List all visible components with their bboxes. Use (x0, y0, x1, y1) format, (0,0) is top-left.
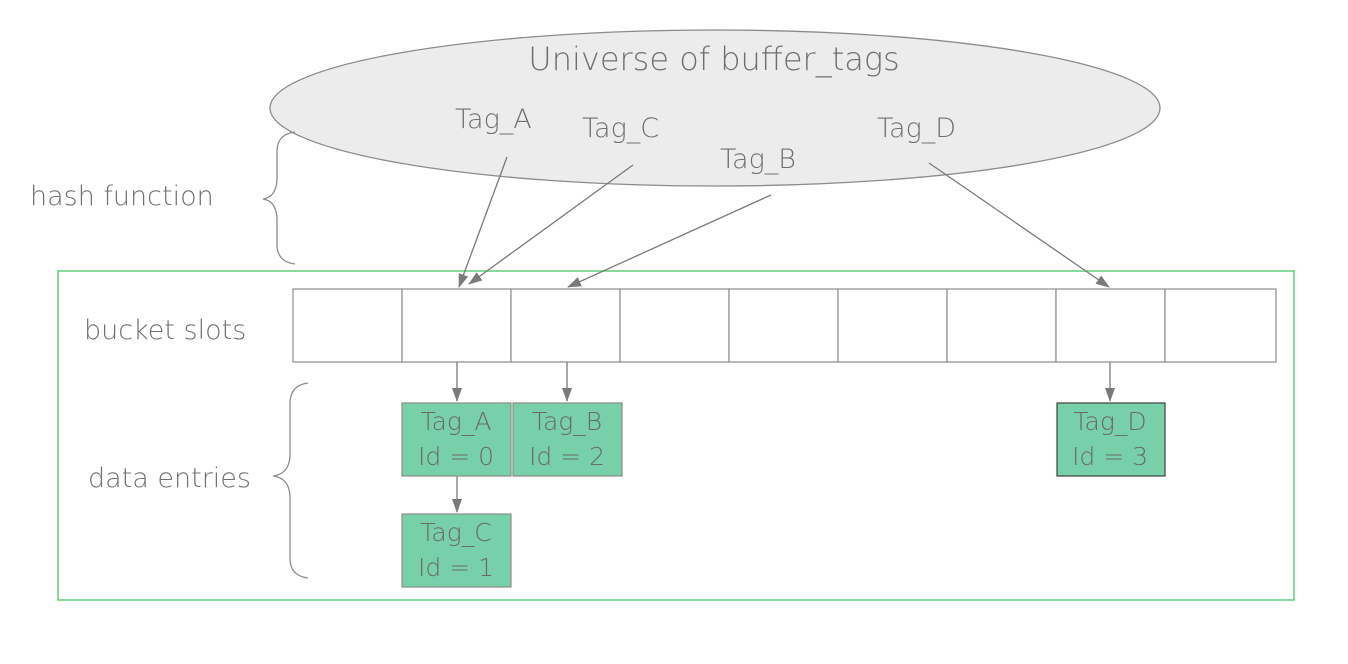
hash-arrow-tag-b (567, 194, 772, 288)
entry-tag-b: Tag_B Id = 2 (512, 402, 623, 477)
universe-ellipse (269, 29, 1161, 187)
entry-box (512, 402, 623, 477)
bucket-slot (946, 288, 1057, 363)
entry-tag: Tag_A (420, 407, 491, 436)
hash-table-frame (57, 270, 1295, 601)
bucket-slot (510, 288, 621, 363)
entry-tag-d: Tag_D Id = 3 (1056, 402, 1166, 477)
entry-id: Id = 1 (418, 553, 494, 582)
tag-c-label: Tag_C (582, 113, 659, 144)
bucket-slot (837, 288, 948, 363)
bucket-slot (401, 288, 512, 363)
entry-tag: Tag_B (532, 407, 602, 436)
hash-arrow-tag-a (458, 156, 508, 288)
tag-a-label: Tag_A (455, 104, 532, 135)
hash-function-label: hash function (30, 181, 214, 212)
data-entries-brace (272, 382, 309, 579)
bucket-slot (1164, 288, 1277, 363)
bucket-slot (292, 288, 403, 363)
data-entries-label: data entries (88, 463, 251, 494)
tag-b-label: Tag_B (720, 144, 796, 175)
entry-tag: Tag_C (420, 518, 491, 547)
bucket-slot (619, 288, 730, 363)
entry-id: Id = 3 (1072, 442, 1148, 471)
entry-tag-a: Tag_A Id = 0 (401, 402, 512, 477)
entry-tag: Tag_D (1073, 407, 1146, 436)
bucket-slots-label: bucket slots (84, 315, 246, 346)
entry-id: Id = 2 (529, 442, 605, 471)
hash-function-brace (262, 131, 296, 265)
entry-id: Id = 0 (418, 442, 494, 471)
entry-box (401, 402, 512, 477)
hash-arrow-tag-d (928, 162, 1110, 288)
entry-box (1056, 402, 1166, 477)
bucket-slots (292, 288, 1277, 363)
tag-d-label: Tag_D (877, 113, 956, 144)
entry-box (401, 513, 512, 588)
entry-tag-c: Tag_C Id = 1 (401, 513, 512, 588)
bucket-slot (1055, 288, 1166, 363)
bucket-slot (728, 288, 839, 363)
universe-title: Universe of buffer_tags (528, 40, 899, 78)
hash-arrow-tag-c (468, 164, 634, 285)
